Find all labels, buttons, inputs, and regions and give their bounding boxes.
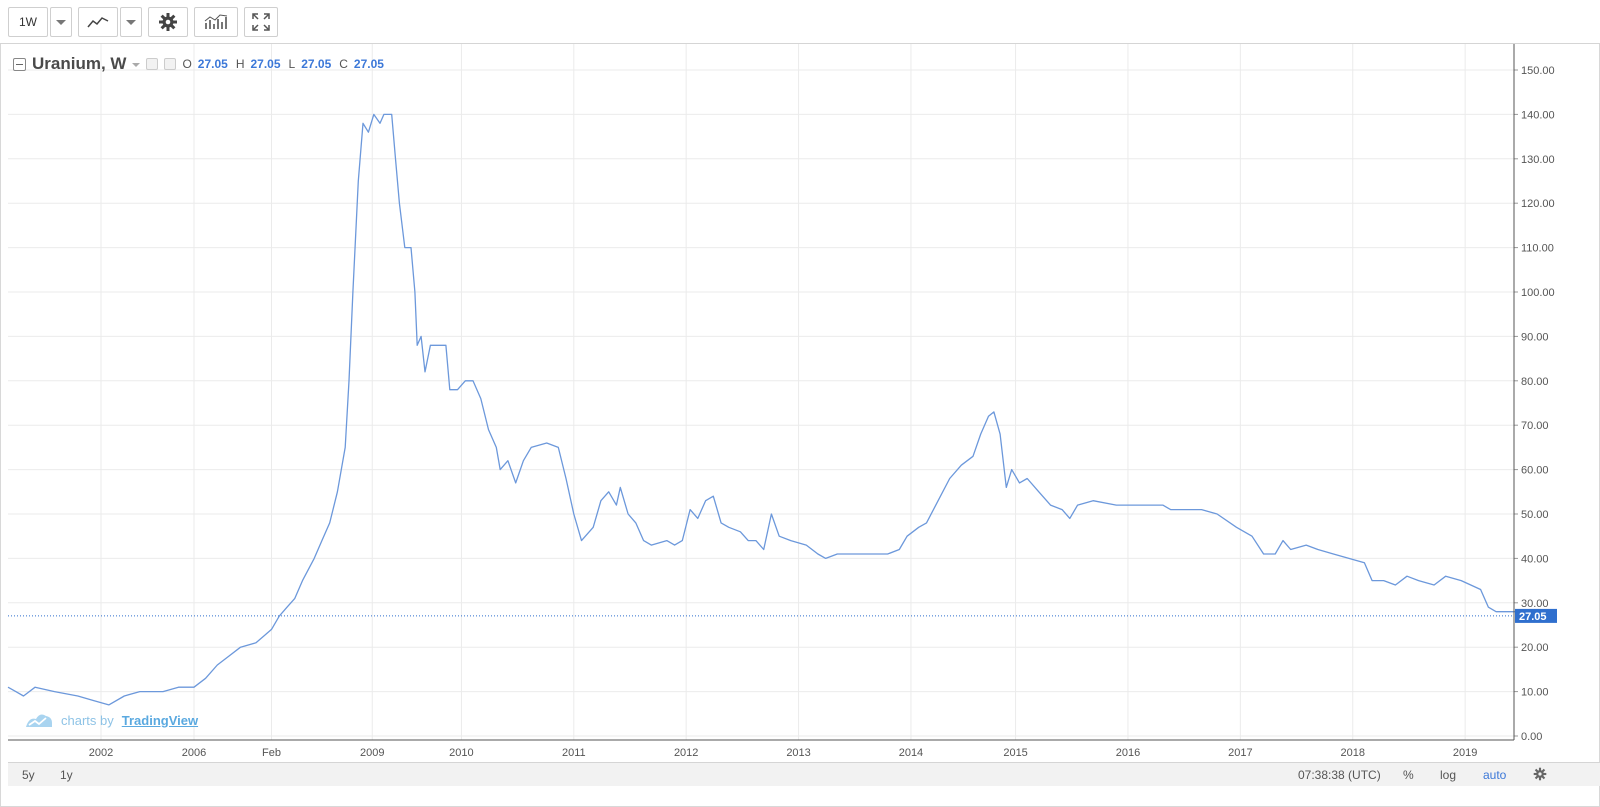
chart-style-button[interactable] [78,7,118,37]
x-tick-label: 2011 [562,747,586,759]
y-tick-label: 0.00 [1521,731,1542,743]
y-tick-label: 60.00 [1521,465,1549,477]
open-label: O [182,57,192,71]
watermark-brand-link[interactable]: TradingView [121,712,199,728]
gear-icon [159,13,177,31]
interval-label: 1W [19,15,37,29]
chevron-down-icon [126,19,136,25]
x-tick-label: 2017 [1228,747,1252,759]
series-line [7,113,1520,706]
toolbar: 1W [0,0,1600,44]
symbol-title[interactable]: Uranium, W [32,54,127,73]
chevron-down-icon[interactable] [132,63,141,67]
chevron-down-icon [56,19,66,25]
fullscreen-button[interactable] [244,7,278,37]
watermark-prefix: charts by [61,712,114,728]
y-tick-label: 70.00 [1521,420,1549,432]
y-tick-label: 20.00 [1521,642,1549,654]
tradingview-logo-icon [26,714,52,727]
close-label: C [339,57,348,71]
y-tick-label: 110.00 [1521,243,1554,255]
x-tick-label: 2014 [899,747,923,759]
high-label: H [235,57,245,71]
y-tick-label: 120.00 [1521,198,1555,210]
series-legend: Uranium, W O 27.05 H 27.05 L 27.05 C 27.… [13,53,386,75]
interval-dropdown-button[interactable] [50,7,72,37]
last-price-label: 27.05 [1519,611,1547,623]
high-value: 27.05 [250,57,281,71]
y-tick-label: 40.00 [1521,553,1549,565]
y-tick-label: 100.00 [1521,287,1555,299]
settings-button[interactable] [148,7,188,37]
line-chart-icon [87,17,109,28]
price-axis: 0.00 10.00 20.00 30.00 40.00 50.00 60.00 70.00 8… [1513,44,1555,743]
chart-grid [8,44,1514,740]
x-tick-label: Feb [262,747,281,759]
collapse-legend-button[interactable] [13,57,26,71]
low-value: 27.05 [301,57,332,71]
interval-button[interactable]: 1W [8,7,48,37]
close-value: 27.05 [353,57,384,71]
last-price-marker: 27.05 [8,608,1557,623]
indicators-icon [204,14,228,29]
y-tick-label: 150.00 [1521,65,1555,77]
y-tick-label: 140.00 [1521,109,1555,121]
tradingview-watermark[interactable]: charts by TradingView [25,711,198,729]
range-1y-button[interactable]: 1y [60,768,73,782]
percent-scale-button[interactable]: % [1403,768,1414,782]
visibility-icon[interactable] [146,58,159,70]
open-value: 27.05 [197,57,228,71]
low-label: L [288,57,296,71]
x-tick-label: 2006 [182,747,206,759]
x-tick-label: 2019 [1453,747,1477,759]
range-5y-button[interactable]: 5y [22,768,35,782]
indicators-button[interactable] [194,7,238,37]
x-tick-label: 2012 [674,747,698,759]
y-tick-label: 80.00 [1521,376,1549,388]
chart-style-dropdown-button[interactable] [120,7,142,37]
x-tick-label: 2015 [1003,747,1027,759]
x-tick-label: 2018 [1340,747,1364,759]
clock-readout: 07:38:38 (UTC) [1298,768,1381,782]
x-tick-label: 2009 [360,747,384,759]
x-tick-label: 2016 [1116,747,1140,759]
gear-icon[interactable] [1533,767,1547,781]
y-tick-label: 10.00 [1521,687,1549,699]
x-tick-label: 2010 [449,747,473,759]
log-scale-button[interactable]: log [1440,768,1457,782]
y-tick-label: 130.00 [1521,154,1555,166]
bottom-toolbar: 5y 1y 07:38:38 (UTC) % log auto [8,762,1600,786]
y-tick-label: 30.00 [1521,598,1549,610]
y-tick-label: 90.00 [1521,331,1549,343]
settings-mini-icon[interactable] [164,58,177,70]
fullscreen-icon [252,13,270,31]
x-tick-label: 2002 [89,747,113,759]
time-axis: 2002 2006 Feb 2009 2010 2011 2012 2013 2014 2015 2… [8,739,1514,759]
y-tick-label: 50.00 [1521,509,1549,521]
auto-scale-button[interactable]: auto [1483,768,1507,782]
last-price-badge [1515,608,1557,623]
price-series [7,113,1520,706]
x-tick-label: 2013 [786,747,810,759]
